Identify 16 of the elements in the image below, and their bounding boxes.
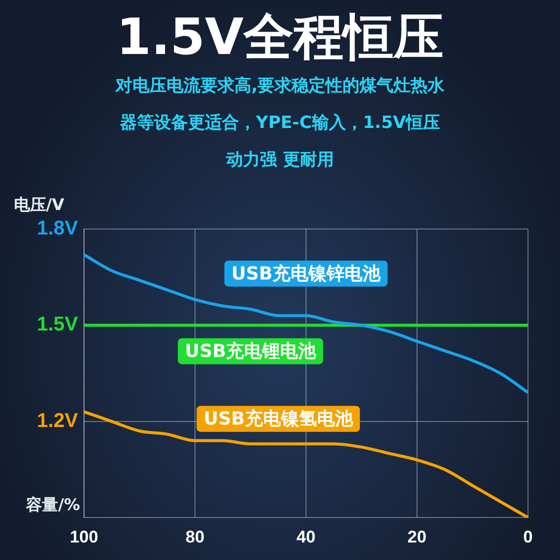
x-tick-label: 100 bbox=[70, 527, 98, 546]
chart-subtitle: 对电压电流要求高,要求稳定性的煤气灶热水器等设备更适合，YPE-C输入，1.5V恒压动力强 更耐用 bbox=[115, 75, 445, 172]
series-label: USB充电锂电池 bbox=[184, 340, 318, 362]
y-tick-label: 1.5V bbox=[36, 314, 79, 336]
x-axis-title: 容量/% bbox=[25, 494, 80, 514]
y-tick-label: 1.2V bbox=[36, 410, 79, 432]
series-label: USB充电镍锌电池 bbox=[231, 263, 382, 284]
chart-title: 1.5V全程恒压 bbox=[115, 7, 445, 68]
y-axis-title: 电压/V bbox=[14, 195, 65, 214]
x-tick-label: 20 bbox=[408, 527, 426, 546]
series-label: USB充电镍氢电池 bbox=[204, 408, 354, 430]
x-tick-label: 40 bbox=[296, 527, 316, 546]
x-tick-label: 0 bbox=[523, 527, 533, 546]
line-series bbox=[82, 253, 530, 394]
x-tick-label: 80 bbox=[186, 527, 204, 546]
y-tick-label: 1.8V bbox=[36, 218, 79, 240]
